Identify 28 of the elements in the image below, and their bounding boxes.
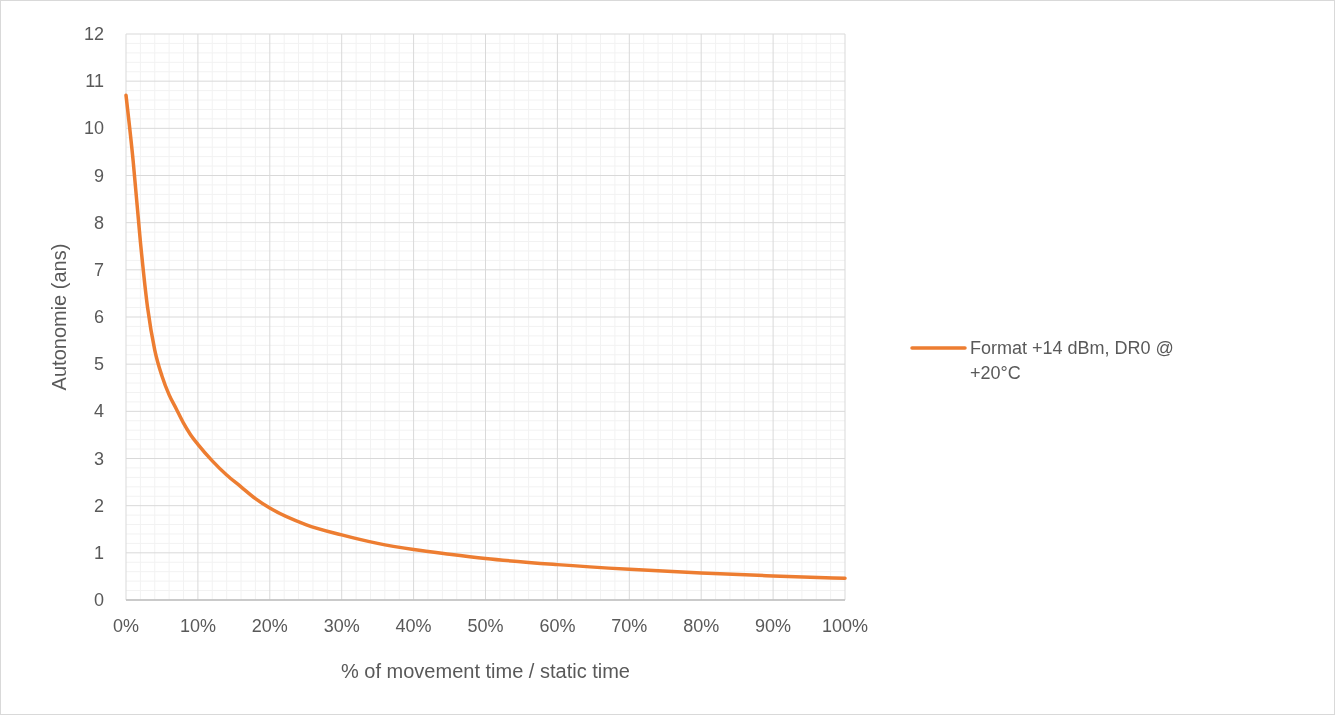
x-tick-label: 40% [395, 616, 432, 636]
y-tick-label: 7 [93, 259, 104, 280]
y-tick-label: 1 [93, 542, 104, 563]
x-tick-label: 90% [755, 616, 792, 636]
x-tick-label: 60% [539, 616, 576, 636]
x-tick-label: 80% [683, 616, 720, 636]
line-series [124, 93, 847, 581]
y-tick-label: 5 [93, 354, 104, 375]
x-tick-label: 10% [179, 616, 216, 636]
y-tick-label: 4 [93, 401, 104, 422]
x-tick-label: 70% [611, 616, 648, 636]
y-tick-label: 6 [93, 307, 104, 327]
x-axis-title: % of movement time / static time [341, 660, 630, 682]
y-tick-label: 10 [83, 118, 104, 139]
y-tick-label: 12 [83, 24, 104, 44]
x-tick-label: 30% [323, 616, 360, 636]
x-tick-label: 20% [251, 616, 288, 636]
x-tick-label: 50% [467, 616, 504, 636]
y-tick-label: 8 [93, 212, 104, 233]
y-axis-title: Autonomie (ans) [48, 243, 70, 391]
y-tick-label: 3 [93, 448, 104, 469]
legend-label: Format +14 dBm, DR0 @ +20°C [970, 338, 1174, 383]
x-tick-label: 100% [821, 616, 869, 636]
y-tick-label: 9 [93, 165, 104, 186]
y-tick-label: 11 [85, 71, 104, 92]
y-tick-label: 0 [93, 590, 104, 610]
x-tick-label: 0% [112, 616, 140, 636]
y-tick-label: 2 [93, 495, 104, 516]
